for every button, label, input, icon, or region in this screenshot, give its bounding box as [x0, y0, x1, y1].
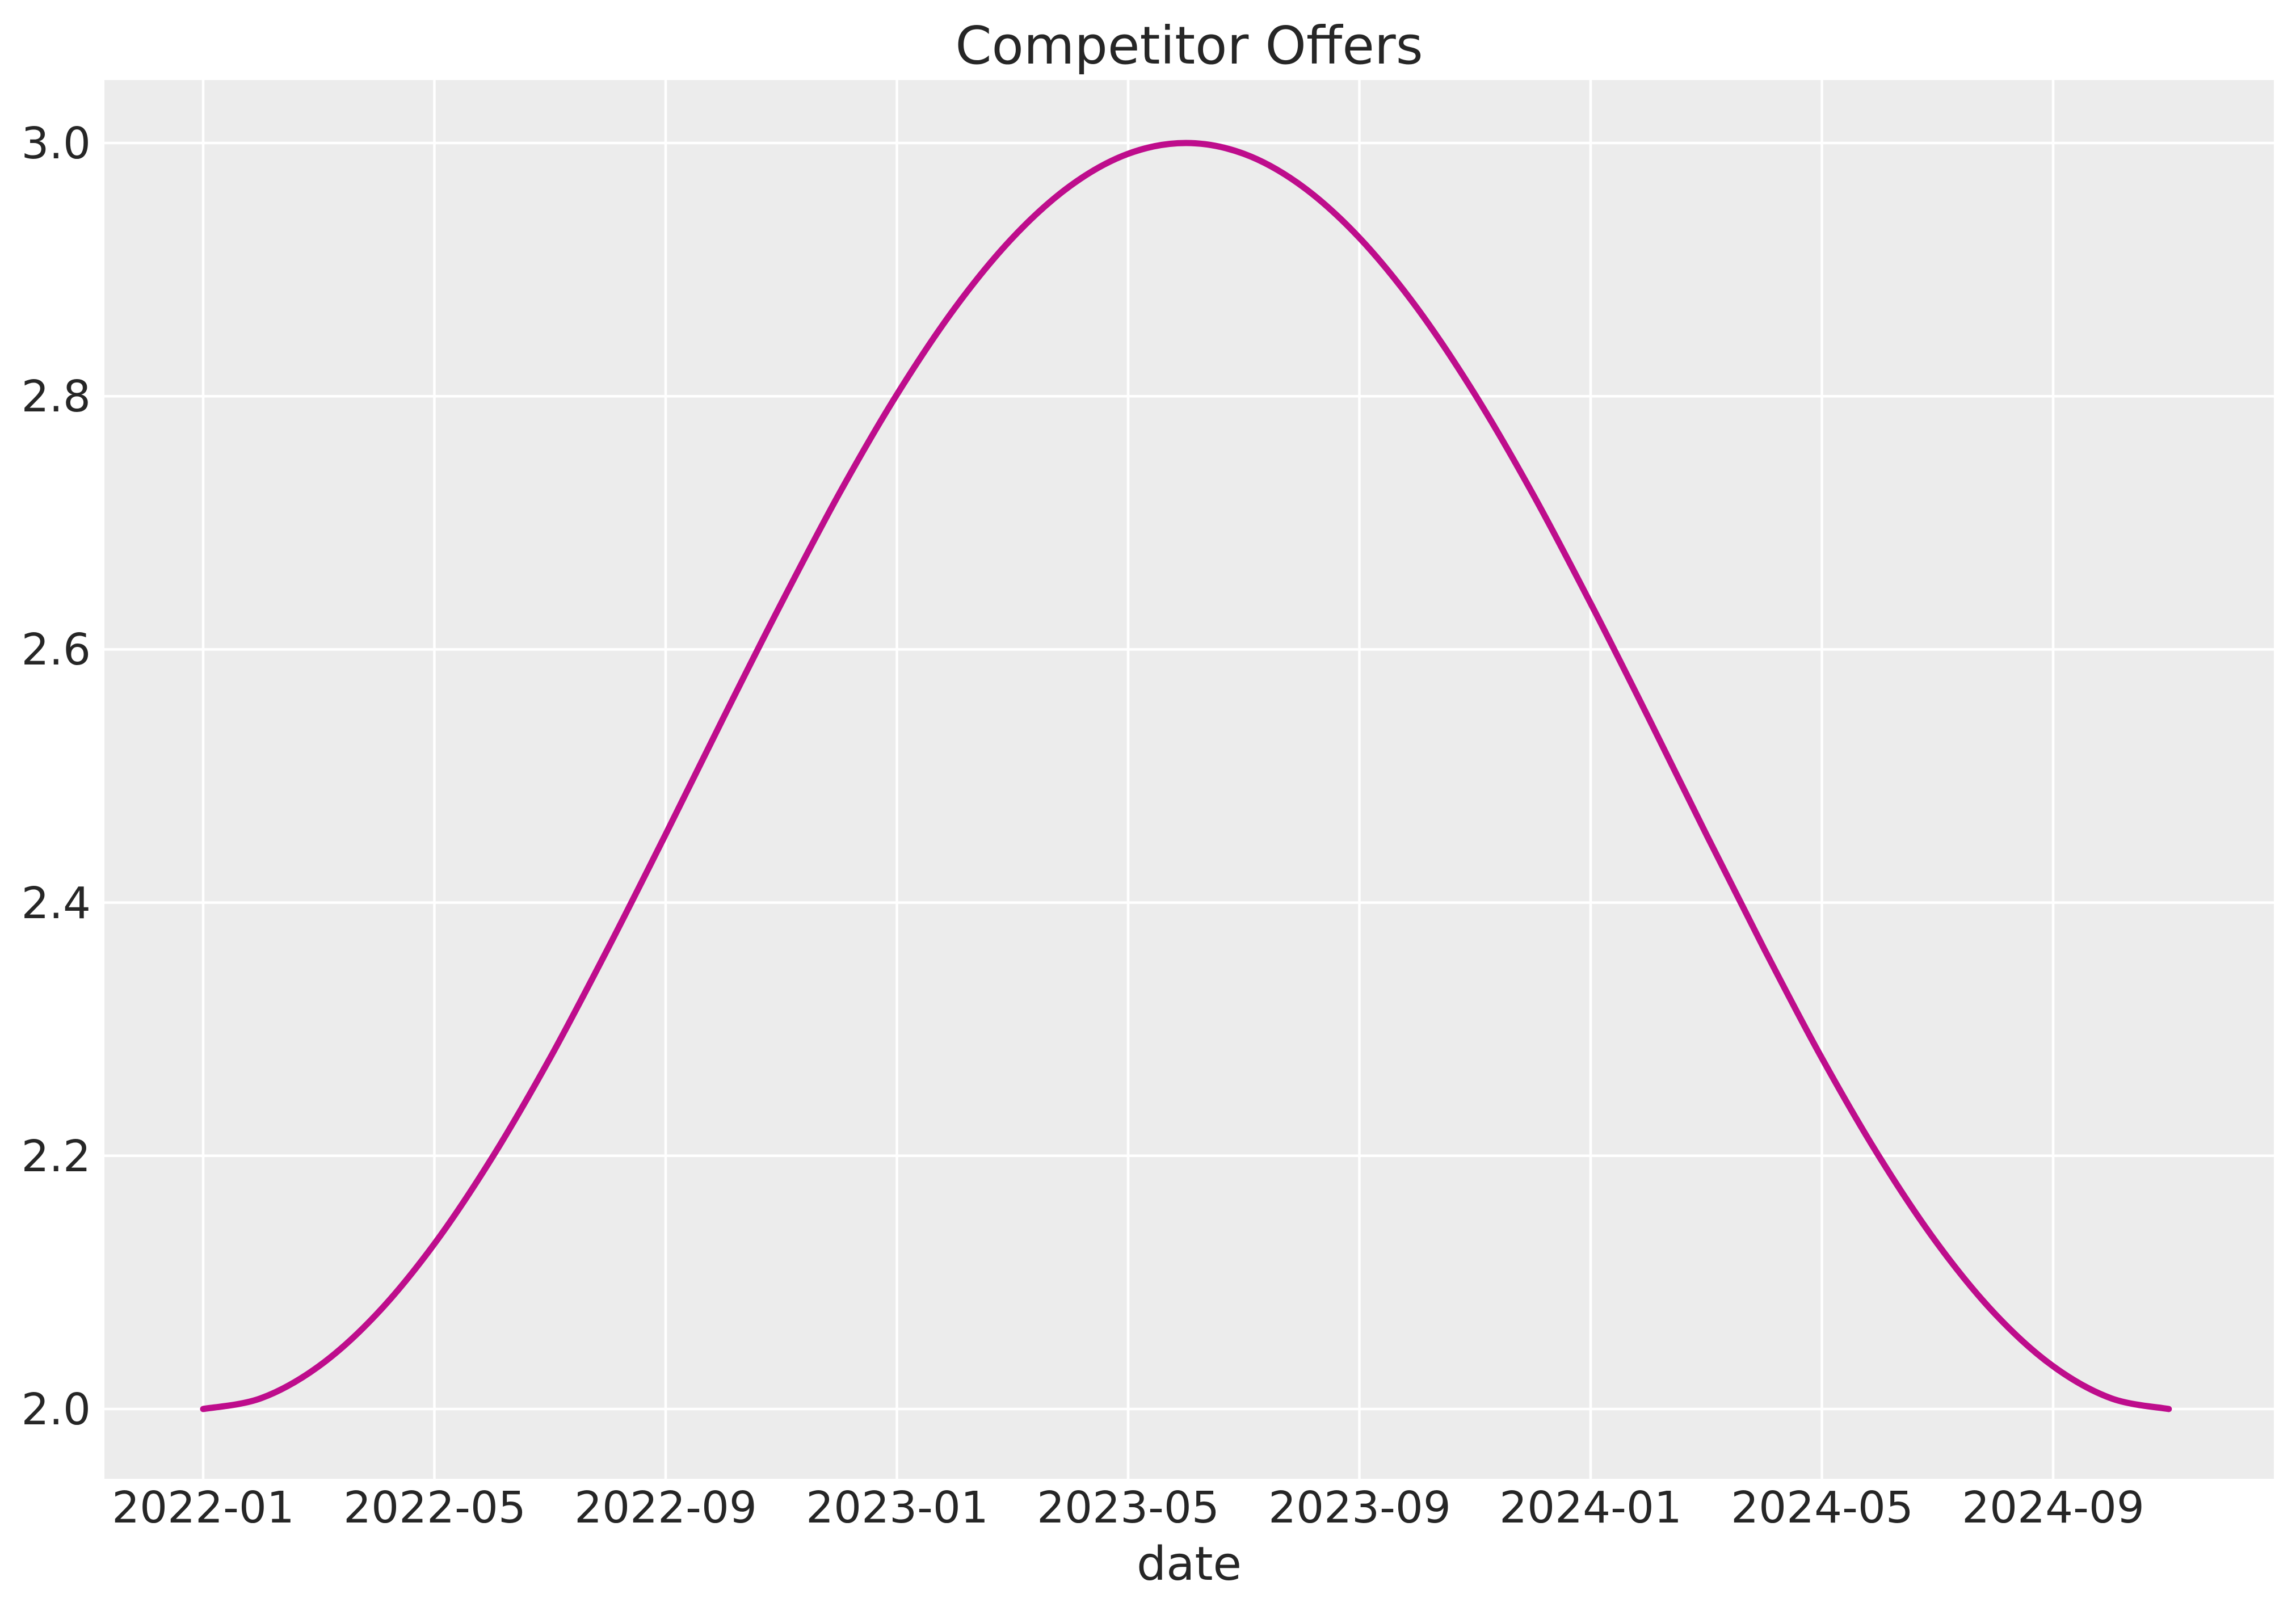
y-tick-label: 3.0	[21, 119, 91, 169]
y-tick-label: 2.2	[21, 1132, 91, 1182]
x-tick-label: 2023-09	[1268, 1483, 1451, 1533]
y-tick-label: 2.0	[21, 1385, 91, 1435]
x-tick-label: 2024-05	[1731, 1483, 1914, 1533]
y-tick-label: 2.6	[21, 625, 91, 675]
series-line-competitor-offers	[200, 140, 2172, 1412]
x-axis-label: date	[1137, 1537, 1242, 1591]
x-tick-label: 2022-09	[574, 1483, 757, 1533]
y-tick-label: 2.4	[21, 878, 91, 929]
x-tick-label: 2024-09	[1962, 1483, 2144, 1533]
x-tick-label: 2024-01	[1499, 1483, 1682, 1533]
x-tick-label: 2023-01	[806, 1483, 989, 1533]
x-tick-label: 2022-05	[343, 1483, 526, 1533]
x-tick-label: 2023-05	[1037, 1483, 1220, 1533]
plot-svg	[104, 80, 2274, 1479]
chart-title: Competitor Offers	[955, 15, 1423, 76]
x-tick-label: 2022-01	[112, 1483, 295, 1533]
plot-area	[104, 80, 2274, 1479]
y-tick-label: 2.8	[21, 372, 91, 422]
